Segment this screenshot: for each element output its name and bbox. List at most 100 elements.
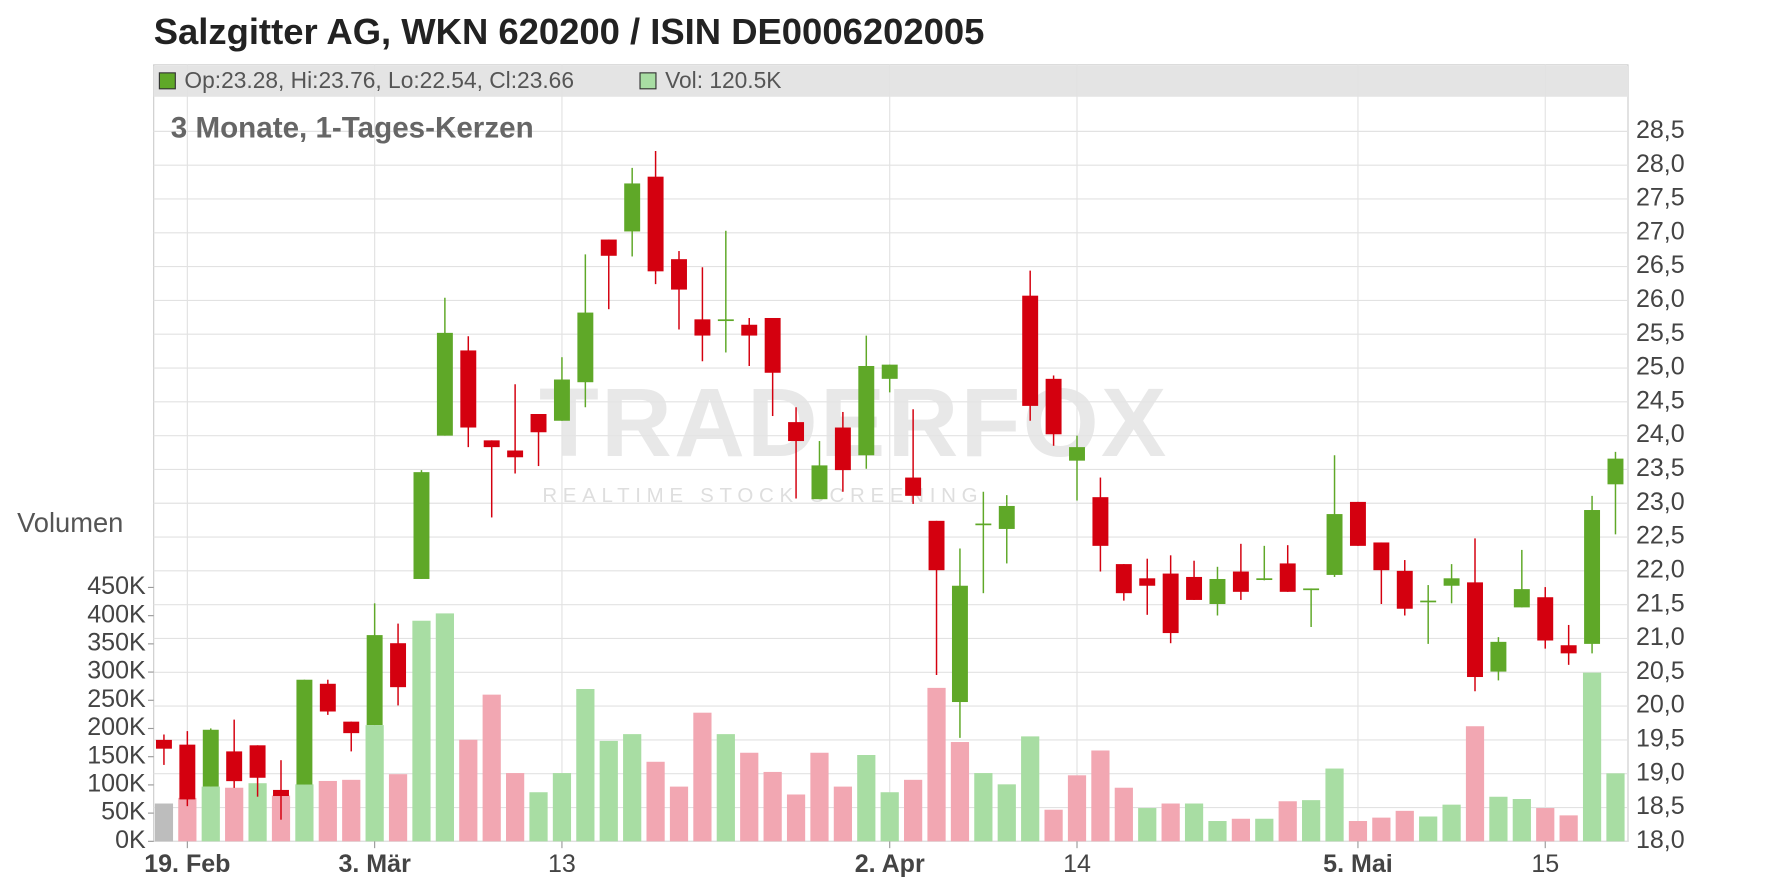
volume-bar [599,740,618,842]
candle-body [1443,578,1460,586]
volume-bar [623,734,642,842]
volume-bar [1559,815,1578,842]
volume-bar [342,779,361,842]
y-tick-label: 18,0 [1636,826,1685,854]
chart-title: Salzgitter AG, WKN 620200 / ISIN DE00062… [154,11,985,52]
volume-bar [365,725,384,842]
volume-bar [459,739,478,842]
volume-bar [1372,817,1391,842]
volume-bar [1114,787,1133,842]
y-tick-label: 21,5 [1636,589,1685,617]
volume-bar [1044,809,1063,842]
volume-bar [1465,726,1485,842]
y-tick-label: 19,5 [1636,725,1685,753]
volume-bar [1419,816,1438,842]
candle-body [530,414,547,433]
candle-body [1069,447,1085,461]
y2-tick-label: 100K [87,770,146,798]
volume-bar [716,734,735,842]
y-tick-label: 20,5 [1636,657,1685,685]
volume-bar [1536,808,1555,842]
candle-body [1537,597,1554,641]
y2-tick-label: 350K [87,628,146,656]
candle-body [1396,570,1413,609]
y-tick-label: 18,5 [1636,792,1685,820]
volume-bar [506,773,525,842]
candle-body [179,744,196,800]
volume-bar [646,761,665,842]
candle-body [366,635,383,726]
y2-tick-label: 400K [87,600,146,628]
candle-body [1303,588,1320,591]
candle-body [1045,378,1062,435]
candle-body [834,427,851,471]
candle-body [951,585,968,703]
volume-bar [388,774,408,842]
legend-label: Op:23.28, Hi:23.76, Lo:22.54, Cl:23.66 [184,67,574,93]
volume-bar [1138,808,1157,842]
volume-bar [295,784,314,842]
volume-bar [810,752,829,842]
candle-body [624,183,641,232]
volume-bar [1255,818,1274,842]
candle-body [577,312,594,383]
y2-tick-label: 200K [87,713,146,741]
x-tick-label: 14 [1063,850,1091,878]
candle-body [1373,542,1390,571]
candle-body [1349,501,1366,546]
candle-body [343,721,360,734]
y-tick-label: 27,0 [1636,217,1685,245]
volume-bar [1184,803,1204,842]
candle-body [273,789,289,797]
y-tick-label: 24,5 [1636,386,1685,414]
y-tick-label: 22,5 [1636,522,1685,550]
volume-bar [1278,801,1297,842]
candle-body [717,319,734,322]
volume-bar [1067,775,1087,842]
candle-body [741,324,758,336]
chart-subtitle: 3 Monate, 1-Tages-Kerzen [171,112,534,145]
y-tick-label: 28,5 [1636,116,1685,144]
volume-bar [1302,800,1321,842]
candle-body [507,450,524,458]
candle-body [975,523,992,526]
candle-body [998,505,1015,529]
y2-tick-label: 150K [87,741,146,769]
volume-bar [482,694,501,842]
candle-body [764,317,781,373]
x-tick-label: 15 [1531,850,1559,878]
candle-body [905,477,922,496]
y2-tick-label: 450K [87,572,146,600]
candle-body [788,422,805,442]
y2-tick-label: 50K [101,798,146,826]
volume-bar [1021,736,1040,842]
y-tick-label: 26,5 [1636,251,1685,279]
candle-body [1256,578,1273,581]
volume-bar [154,803,174,842]
candle-body [1490,641,1507,672]
volume-bar [786,794,806,842]
candle-body [671,259,687,290]
volume-bar [669,786,689,842]
volume-bar [576,688,595,842]
y-tick-label: 23,0 [1636,488,1685,516]
candle-body [1092,497,1109,546]
volume-bar [927,687,946,842]
legend-label: Vol: 120.5K [665,67,781,93]
legend-swatch [158,72,176,90]
watermark-sub: REALTIME STOCK SCREENING [542,484,983,507]
y-tick-label: 21,0 [1636,623,1685,651]
y-tick-label: 22,0 [1636,555,1685,583]
candle-body [249,745,266,778]
volume-bar [1442,804,1461,842]
candle-body [858,365,875,456]
y-tick-label: 23,5 [1636,454,1685,482]
y-tick-label: 19,0 [1636,758,1685,786]
candle-body [413,472,430,579]
volume-bar [225,787,244,842]
legend-swatch [639,72,657,90]
candle-body [1420,600,1437,603]
volume-bar [1208,821,1227,842]
